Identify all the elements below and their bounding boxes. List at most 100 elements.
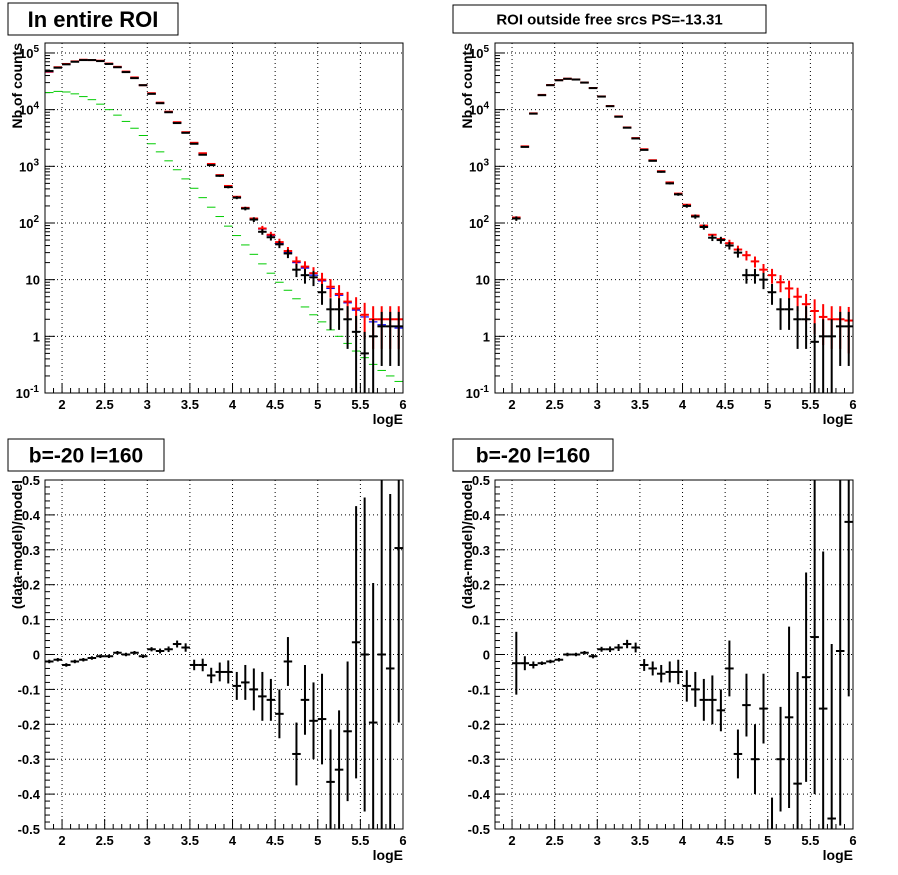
plot-frame bbox=[494, 42, 854, 394]
x-tick-label: 2.5 bbox=[546, 397, 564, 412]
plot-frame bbox=[494, 479, 854, 830]
plot-area bbox=[495, 480, 853, 829]
x-tick-label: 6 bbox=[399, 833, 406, 848]
x-tick-label: 3.5 bbox=[631, 397, 649, 412]
y-tick-label: -0.3 bbox=[18, 752, 40, 767]
x-tick-label: 3.5 bbox=[181, 833, 199, 848]
y-tick-label: 1 bbox=[33, 329, 40, 344]
x-tick-label: 4.5 bbox=[266, 397, 284, 412]
y-tick-label: -0.1 bbox=[468, 682, 490, 697]
x-tick-label: 2 bbox=[58, 397, 65, 412]
y-axis-label: Nb of counts bbox=[459, 43, 475, 129]
x-tick-label: 4.5 bbox=[266, 833, 284, 848]
x-axis-label: logE bbox=[373, 847, 403, 863]
x-tick-label: 3 bbox=[144, 833, 151, 848]
y-tick-label: 102 bbox=[469, 214, 489, 231]
x-tick-label: 4 bbox=[229, 833, 237, 848]
chart-title: In entire ROI bbox=[28, 7, 159, 32]
x-tick-label: 5.5 bbox=[351, 397, 369, 412]
x-tick-label: 6 bbox=[399, 397, 406, 412]
y-tick-label: 104 bbox=[469, 101, 489, 118]
plot-area bbox=[495, 43, 853, 393]
x-tick-label: 5.5 bbox=[801, 833, 819, 848]
y-tick-label: -0.5 bbox=[18, 822, 40, 837]
y-tick-label: 0 bbox=[483, 648, 490, 663]
y-axis-label: Nb of counts bbox=[9, 43, 25, 129]
plot-area bbox=[45, 43, 403, 393]
x-tick-label: 4 bbox=[679, 833, 687, 848]
x-tick-label: 2 bbox=[508, 397, 515, 412]
x-axis-label: logE bbox=[823, 847, 853, 863]
y-tick-label: 103 bbox=[19, 157, 39, 174]
title-box bbox=[7, 438, 165, 472]
x-tick-label: 5 bbox=[314, 833, 321, 848]
chart-title: b=-20 l=160 bbox=[29, 445, 143, 468]
chart-title: b=-20 l=160 bbox=[476, 445, 590, 468]
chart-title: ROI outside free srcs PS=-13.31 bbox=[496, 11, 722, 28]
panel-residual-left: 2 2.5 3 3.5 4 4.5 5 5.5 6 -0.5 -0.4 -0.3 -0.2 -0.1 0 0.… bbox=[7, 438, 407, 863]
y-tick-label: 0.1 bbox=[472, 613, 490, 628]
plot-frame bbox=[44, 42, 404, 394]
x-tick-label: 3 bbox=[144, 397, 151, 412]
x-tick-label: 3.5 bbox=[631, 833, 649, 848]
panel-outside-free-srcs: 2 2.5 3 3.5 4 4.5 5 5.5 6 10-1 1 10 102 103 104 105 ROI … bbox=[452, 4, 857, 427]
y-tick-label: -0.5 bbox=[468, 822, 490, 837]
panel-entire-roi: 2 2.5 3 3.5 4 4.5 5 5.5 6 10-1 1 10 102 103 104 105 In e… bbox=[7, 2, 407, 427]
x-tick-label: 4.5 bbox=[716, 833, 734, 848]
title-box bbox=[452, 4, 767, 34]
y-tick-label: 10 bbox=[26, 273, 40, 288]
x-axis-label: logE bbox=[373, 411, 403, 427]
x-tick-label: 2.5 bbox=[96, 397, 114, 412]
x-tick-label: 2 bbox=[58, 833, 65, 848]
y-tick-label: 0.5 bbox=[472, 473, 490, 488]
y-tick-label: 0.2 bbox=[22, 578, 40, 593]
y-tick-label: 102 bbox=[19, 214, 39, 231]
y-tick-label: 103 bbox=[469, 157, 489, 174]
x-tick-label: 6 bbox=[849, 833, 856, 848]
x-tick-label: 4 bbox=[679, 397, 687, 412]
x-tick-label: 5 bbox=[764, 397, 771, 412]
y-tick-label: 0.2 bbox=[472, 578, 490, 593]
x-tick-label: 2.5 bbox=[96, 833, 114, 848]
y-axis-label: (data-model)/model bbox=[459, 480, 475, 609]
y-tick-label: -0.3 bbox=[468, 752, 490, 767]
y-tick-label: 0.3 bbox=[472, 543, 490, 558]
y-tick-label: -0.1 bbox=[18, 682, 40, 697]
panel-residual-right: 2 2.5 3 3.5 4 4.5 5 5.5 6 -0.5 -0.4 -0.3 -0.2 -0.1 0 0.… bbox=[452, 438, 857, 863]
y-tick-label: -0.2 bbox=[468, 717, 490, 732]
y-tick-label: 0.3 bbox=[22, 543, 40, 558]
x-tick-label: 3 bbox=[594, 833, 601, 848]
y-tick-label: 10 bbox=[476, 273, 490, 288]
y-axis-label: (data-model)/model bbox=[9, 480, 25, 609]
x-tick-label: 4 bbox=[229, 397, 237, 412]
y-tick-label: 0 bbox=[33, 648, 40, 663]
plot-frame bbox=[44, 479, 404, 830]
y-tick-label: 0.4 bbox=[22, 508, 41, 523]
x-tick-label: 2 bbox=[508, 833, 515, 848]
y-tick-label: 0.4 bbox=[472, 508, 491, 523]
y-tick-label: 1 bbox=[483, 329, 490, 344]
x-tick-label: 5 bbox=[314, 397, 321, 412]
y-tick-label: 105 bbox=[469, 44, 489, 61]
x-tick-label: 6 bbox=[849, 397, 856, 412]
x-axis-label: logE bbox=[823, 411, 853, 427]
y-tick-label: 10-1 bbox=[16, 384, 40, 401]
x-tick-label: 2.5 bbox=[546, 833, 564, 848]
x-tick-label: 5.5 bbox=[351, 833, 369, 848]
x-tick-label: 3 bbox=[594, 397, 601, 412]
x-tick-label: 3.5 bbox=[181, 397, 199, 412]
title-box bbox=[7, 2, 179, 36]
y-tick-label: -0.4 bbox=[18, 787, 41, 802]
y-tick-label: 104 bbox=[19, 101, 39, 118]
y-tick-label: 0.1 bbox=[22, 613, 40, 628]
y-tick-label: 105 bbox=[19, 44, 39, 61]
y-tick-label: -0.2 bbox=[18, 717, 40, 732]
y-tick-label: -0.4 bbox=[468, 787, 491, 802]
title-box bbox=[452, 438, 614, 472]
y-tick-label: 0.5 bbox=[22, 473, 40, 488]
y-tick-label: 10-1 bbox=[466, 384, 490, 401]
plot-area bbox=[45, 480, 403, 829]
x-tick-label: 5 bbox=[764, 833, 771, 848]
x-tick-label: 5.5 bbox=[801, 397, 819, 412]
